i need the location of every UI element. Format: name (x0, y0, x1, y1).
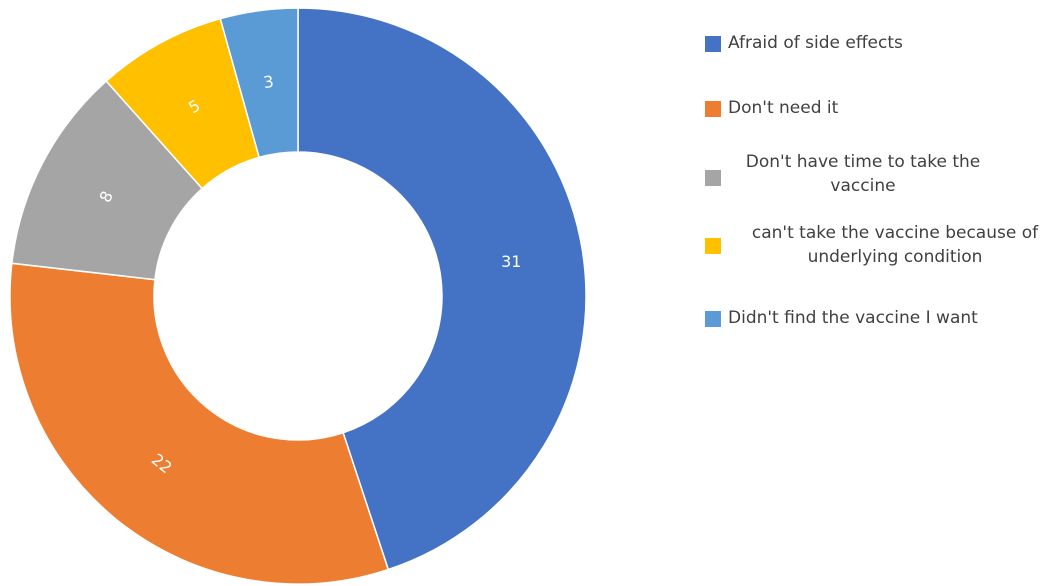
legend-swatch (705, 36, 721, 52)
legend-label: Didn't find the vaccine I want (728, 308, 978, 328)
legend-swatch (705, 311, 721, 327)
legend-label: can't take the vaccine because of underl… (751, 223, 1039, 267)
legend-label: Don't have time to take the vaccine (745, 152, 981, 196)
donut-slices (9, 7, 587, 585)
legend-swatch (705, 238, 721, 254)
data-label-afraid-of-side-effects: 31 (501, 252, 521, 271)
donut-slice-didnt-find-vaccine (219, 7, 299, 159)
donut-chart: 31 22 8 5 3 (9, 7, 587, 585)
legend-swatch (705, 101, 721, 117)
legend-swatch (705, 170, 721, 186)
data-label-didnt-find-vaccine: 3 (262, 72, 275, 92)
donut-slice-dont-need-it (9, 262, 390, 585)
donut-slice-afraid-of-side-effects (297, 7, 587, 571)
legend-label: Afraid of side effects (728, 33, 903, 53)
legend-label: Don't need it (728, 98, 839, 118)
